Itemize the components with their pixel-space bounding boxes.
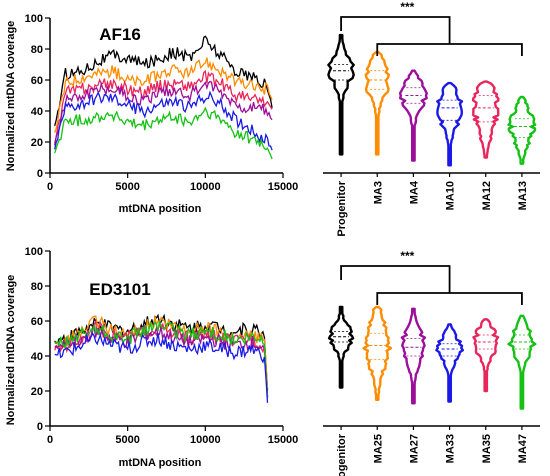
y-tick-label: 40 <box>31 351 43 363</box>
y-tick-label: 60 <box>31 75 43 87</box>
series-line <box>54 106 273 160</box>
group-bracket <box>376 292 523 305</box>
violin-ma33 <box>435 323 464 403</box>
violin-ma4 <box>398 69 428 162</box>
violin-progenitor <box>327 305 355 389</box>
violin-progenitor <box>327 33 355 156</box>
category-label: MA27 <box>408 434 420 463</box>
y-tick-label: 100 <box>25 13 43 25</box>
series-line <box>54 313 269 391</box>
y-tick-label: 100 <box>25 246 43 258</box>
x-tick-label: 10000 <box>190 434 221 446</box>
category-label: MA4 <box>408 180 420 204</box>
y-tick-label: 20 <box>31 386 43 398</box>
ed3101-ylabel: Normalized mtDNA coverage <box>5 275 17 426</box>
violin-ma25 <box>362 305 393 401</box>
x-tick-label: 15000 <box>268 181 299 193</box>
category-label: MA33 <box>445 434 457 463</box>
category-label: Progenitor <box>336 433 348 476</box>
significance-bracket <box>340 16 451 44</box>
ed3101-coverage-panel: ED3101 mtDNA position Normalized mtDNA c… <box>5 246 298 469</box>
y-tick-label: 60 <box>31 316 43 328</box>
category-label: MA35 <box>481 434 493 463</box>
ed3101-title: ED3101 <box>89 280 150 299</box>
significance-bracket <box>340 265 451 293</box>
violin-ma13 <box>507 95 537 165</box>
af16-title: AF16 <box>99 25 141 44</box>
series-line <box>54 80 273 146</box>
series-line <box>54 57 273 133</box>
af16-ylabel: Normalized mtDNA coverage <box>5 21 17 172</box>
y-tick-label: 20 <box>31 137 43 149</box>
x-tick-label: 5000 <box>115 181 139 193</box>
violin-ma47 <box>507 314 537 410</box>
violin-ma27 <box>400 307 427 405</box>
x-tick-label: 5000 <box>115 434 139 446</box>
af16-violin-panel: Progenitor MA3 MA4 MA10 MA12 MA13 *** <box>323 0 540 237</box>
category-label: MA47 <box>517 434 529 463</box>
violin-ma3 <box>364 50 390 156</box>
category-label: MA3 <box>372 181 384 204</box>
violin-ma10 <box>436 81 464 167</box>
significance-label: *** <box>400 0 414 14</box>
y-tick-label: 40 <box>31 106 43 118</box>
series-line <box>54 35 273 127</box>
series-line <box>54 90 273 151</box>
ed3101-xlabel: mtDNA position <box>119 457 202 469</box>
significance-label: *** <box>400 249 414 263</box>
series-line <box>54 332 269 403</box>
violin-ma35 <box>472 318 500 393</box>
category-label: MA12 <box>481 181 493 210</box>
x-tick-label: 15000 <box>268 434 299 446</box>
category-label: Progenitor <box>336 180 348 236</box>
x-tick-label: 0 <box>47 181 53 193</box>
category-label: MA10 <box>445 181 457 210</box>
af16-coverage-panel: AF16 mtDNA position Normalized mtDNA cov… <box>5 13 298 215</box>
y-tick-label: 0 <box>37 168 43 180</box>
y-tick-label: 80 <box>31 44 43 56</box>
y-tick-label: 80 <box>31 281 43 293</box>
y-tick-label: 0 <box>37 421 43 433</box>
violin-ma12 <box>472 80 500 159</box>
af16-xlabel: mtDNA position <box>119 203 202 215</box>
x-tick-label: 0 <box>47 434 53 446</box>
ed3101-violin-panel: Progenitor MA25 MA27 MA33 MA35 MA47 *** <box>323 249 540 476</box>
x-tick-label: 10000 <box>190 181 221 193</box>
group-bracket <box>376 43 523 56</box>
category-label: MA13 <box>517 181 529 210</box>
series-line <box>54 320 269 399</box>
category-label: MA25 <box>372 434 384 463</box>
